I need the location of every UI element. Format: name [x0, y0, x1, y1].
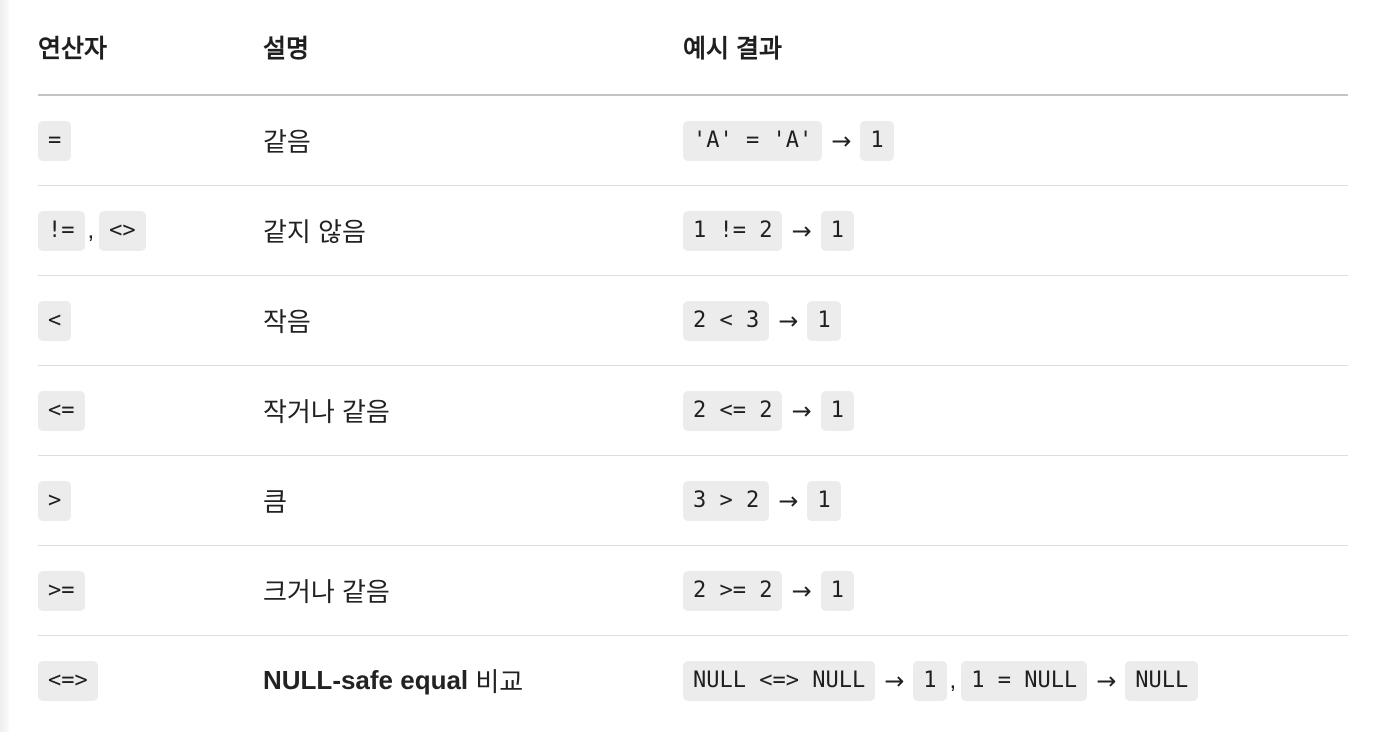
- arrow-right-icon: →: [791, 576, 812, 605]
- description-text: 크거나 같음: [263, 577, 390, 607]
- example-result-code: 1: [820, 570, 854, 611]
- description-cell: 작음: [263, 275, 683, 366]
- example-cell: 2 >= 2 → 1: [683, 545, 1348, 636]
- example-code: 1 != 2: [683, 210, 783, 251]
- operator-cell: <=>: [38, 636, 263, 726]
- arrow-right-icon: →: [831, 126, 852, 155]
- example-result-code: 1: [807, 480, 841, 521]
- operator-cell: <: [38, 275, 263, 366]
- description-cell: 같음: [263, 95, 683, 186]
- arrow-right-icon: →: [791, 396, 812, 425]
- description-cell: 작거나 같음: [263, 365, 683, 456]
- example-code: 2 < 3: [683, 300, 770, 341]
- table-row: <=> NULL-safe equal 비교 NULL <=> NULL → 1, 1…: [38, 636, 1348, 726]
- comparison-operator-table: 연산자 설명 예시 결과 = 같음 'A' = 'A' → 1 !=, <> 같지 않…: [38, 0, 1348, 725]
- example-result-code: 1: [807, 300, 841, 341]
- header-example: 예시 결과: [683, 0, 1348, 96]
- description-text: 작음: [263, 307, 311, 337]
- table-row: > 큼 3 > 2 → 1: [38, 455, 1348, 546]
- example-result-code: 1: [820, 390, 854, 431]
- table-row: !=, <> 같지 않음 1 != 2 → 1: [38, 185, 1348, 276]
- arrow-right-icon: →: [778, 486, 799, 515]
- example-cell: NULL <=> NULL → 1, 1 = NULL → NULL: [683, 636, 1348, 726]
- left-rail: [0, 0, 10, 732]
- arrow-right-icon: →: [778, 306, 799, 335]
- table-header-row: 연산자 설명 예시 결과: [38, 0, 1348, 96]
- example-code: 2 >= 2: [683, 570, 783, 611]
- description-text: 큼: [263, 487, 287, 517]
- operator-code: >=: [38, 570, 85, 611]
- operator-cell: !=, <>: [38, 185, 263, 276]
- operator-code: !=: [38, 210, 85, 251]
- arrow-right-icon: →: [791, 216, 812, 245]
- operator-code: <: [38, 300, 72, 341]
- table-row: >= 크거나 같음 2 >= 2 → 1: [38, 545, 1348, 636]
- example-cell: 2 <= 2 → 1: [683, 365, 1348, 456]
- example-code: 1 = NULL: [961, 660, 1088, 701]
- example-code: 3 > 2: [683, 480, 770, 521]
- example-cell: 2 < 3 → 1: [683, 275, 1348, 366]
- operator-cell: >=: [38, 545, 263, 636]
- table-row: <= 작거나 같음 2 <= 2 → 1: [38, 365, 1348, 456]
- example-code: NULL <=> NULL: [683, 660, 876, 701]
- description-text: 비교: [468, 667, 524, 697]
- description-cell: 같지 않음: [263, 185, 683, 276]
- operator-code: <=>: [38, 660, 98, 701]
- arrow-right-icon: →: [884, 666, 905, 695]
- example-code: 2 <= 2: [683, 390, 783, 431]
- operator-cell: >: [38, 455, 263, 546]
- example-result-code: 1: [913, 660, 947, 701]
- operator-separator: ,: [87, 216, 95, 244]
- operator-cell: =: [38, 95, 263, 186]
- operator-cell: <=: [38, 365, 263, 456]
- operator-code: <=: [38, 390, 85, 431]
- example-cell: 3 > 2 → 1: [683, 455, 1348, 546]
- example-separator: ,: [949, 666, 957, 694]
- example-code: 'A' = 'A': [683, 120, 823, 161]
- operator-code: =: [38, 120, 72, 161]
- example-result-code: 1: [860, 120, 894, 161]
- description-text: 같음: [263, 127, 311, 157]
- description-cell: NULL-safe equal 비교: [263, 636, 683, 726]
- table-row: = 같음 'A' = 'A' → 1: [38, 95, 1348, 186]
- description-cell: 큼: [263, 455, 683, 546]
- header-operator: 연산자: [38, 0, 263, 96]
- example-cell: 1 != 2 → 1: [683, 185, 1348, 276]
- description-text: 같지 않음: [263, 217, 366, 247]
- operator-code: <>: [99, 210, 146, 251]
- description-text: 작거나 같음: [263, 397, 390, 427]
- operator-code: >: [38, 480, 72, 521]
- table-row: < 작음 2 < 3 → 1: [38, 275, 1348, 366]
- header-description: 설명: [263, 0, 683, 96]
- description-cell: 크거나 같음: [263, 545, 683, 636]
- example-result-code: 1: [820, 210, 854, 251]
- arrow-right-icon: →: [1096, 666, 1117, 695]
- description-bold-text: NULL-safe equal: [263, 665, 469, 695]
- example-cell: 'A' = 'A' → 1: [683, 95, 1348, 186]
- example-result-code: NULL: [1125, 660, 1199, 701]
